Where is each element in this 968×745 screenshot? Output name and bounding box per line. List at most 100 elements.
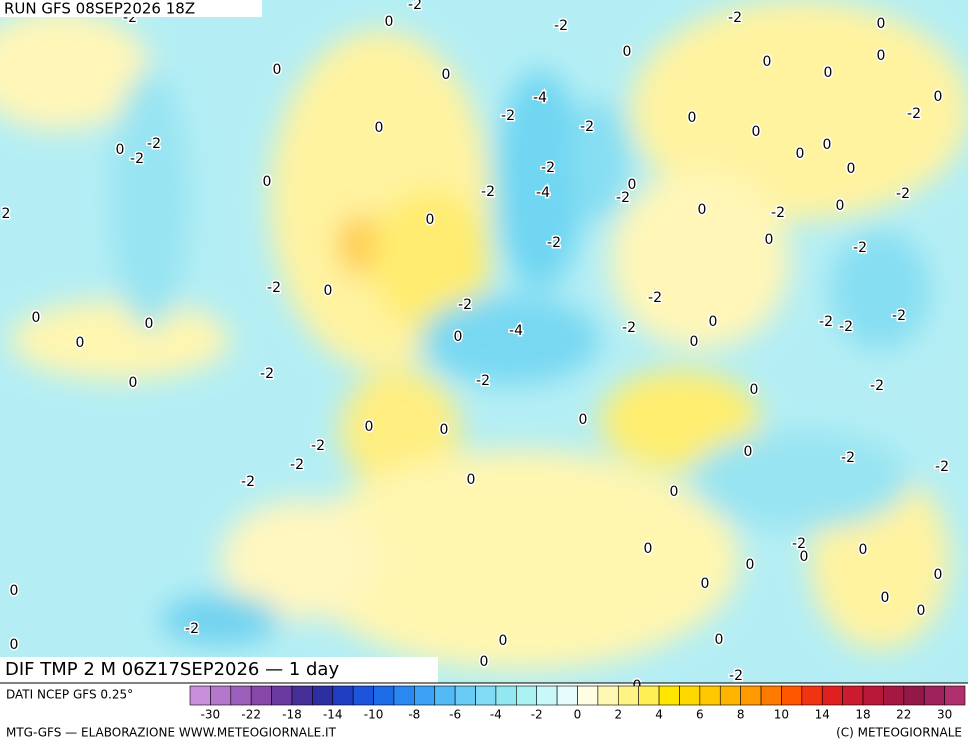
colorbar-tick-label: -2 xyxy=(531,708,543,722)
colorbar-tick-label: 30 xyxy=(937,708,952,722)
contour-label: 0 xyxy=(644,541,653,557)
colorbar-tick-label: 10 xyxy=(774,708,789,722)
contour-label: -4 xyxy=(509,323,523,339)
contour-label: 0 xyxy=(698,202,707,218)
colorbar-swatch xyxy=(210,685,232,706)
colorbar-tick-label: 8 xyxy=(737,708,745,722)
contour-label: 0 xyxy=(375,120,384,136)
contour-label: 0 xyxy=(688,110,697,126)
colorbar-swatch xyxy=(414,685,436,706)
contour-label: 0 xyxy=(715,632,724,648)
contour-labels: -2 0 -2 -2 -2 0 0 0 0 0 0 0 -4 -2 -2 0 0 -2 0 0 0 0 -2 0 -2 -2 0 0 -… xyxy=(0,0,950,696)
colorbar-swatch xyxy=(719,685,741,706)
contour-label: 0 xyxy=(934,89,943,105)
map-title: DIF TMP 2 M 06Z17SEP2026 — 1 day xyxy=(5,659,339,680)
contour-label: 0 xyxy=(796,146,805,162)
contour-label: -2 xyxy=(728,10,742,26)
colorbar-swatch xyxy=(332,685,354,706)
contour-label: 0 xyxy=(709,314,718,330)
contour-label: -2 xyxy=(476,373,490,389)
colorbar-swatch xyxy=(516,685,538,706)
map xyxy=(0,0,968,683)
contour-label: -2 xyxy=(267,280,281,296)
colorbar-tick-label: -30 xyxy=(201,708,221,722)
contour-label: -2 xyxy=(839,319,853,335)
field xyxy=(0,0,968,670)
colorbar-swatch xyxy=(291,685,313,706)
colorbar-swatch xyxy=(760,685,782,706)
contour-label: -2 xyxy=(841,450,855,466)
contour-label: -2 xyxy=(541,160,555,176)
contour-label: -2 xyxy=(501,108,515,124)
colorbar-tick-label: 14 xyxy=(815,708,830,722)
contour-label: 0 xyxy=(324,283,333,299)
colorbar-swatch xyxy=(536,685,558,706)
contour-label: -2 xyxy=(311,438,325,454)
contour-label: -2 xyxy=(290,457,304,473)
contour-label: 0 xyxy=(385,14,394,30)
contour-label: -2 xyxy=(729,668,743,684)
contour-label: 0 xyxy=(263,174,272,190)
contour-label: 0 xyxy=(877,16,886,32)
contour-label: 0 xyxy=(116,142,125,158)
contour-label: -2 xyxy=(771,205,785,221)
contour-label: -4 xyxy=(536,185,550,201)
contour-label: -2 xyxy=(896,186,910,202)
contour-label: -2 xyxy=(481,184,495,200)
contour-label: 0 xyxy=(76,335,85,351)
contour-label: 0 xyxy=(701,576,710,592)
contour-label: 0 xyxy=(579,412,588,428)
contour-label: 0 xyxy=(934,567,943,583)
contour-label: 0 xyxy=(670,484,679,500)
contour-label: -2 xyxy=(819,314,833,330)
contour-label: 0 xyxy=(32,310,41,326)
header-box xyxy=(0,0,262,17)
colorbar-tick-label: -10 xyxy=(364,708,384,722)
contour-label: -2 xyxy=(241,474,255,490)
colorbar-tick-label: -6 xyxy=(449,708,461,722)
contour-label: 0 xyxy=(750,382,759,398)
colorbar: -30 -22 -18 -14 -10 -8 -6 -4 -2 0 2 4 6 8 10 14 18 22 30 xyxy=(189,685,966,722)
colorbar-swatch xyxy=(454,685,476,706)
contour-label: 2 xyxy=(2,206,11,222)
contour-label: 0 xyxy=(800,549,809,565)
footer-left: MTG-GFS — ELABORAZIONE WWW.METEOGIORNALE… xyxy=(6,726,337,740)
contour-label: 0 xyxy=(877,48,886,64)
contour-label: 0 xyxy=(847,161,856,177)
contour-label: -2 xyxy=(622,320,636,336)
contour-label: -2 xyxy=(458,297,472,313)
contour-label: 0 xyxy=(10,637,19,653)
contour-label: 0 xyxy=(628,177,637,193)
contour-label: 0 xyxy=(690,334,699,350)
colorbar-swatch xyxy=(250,685,272,706)
colorbar-tick-label: -22 xyxy=(241,708,261,722)
contour-label: 0 xyxy=(10,583,19,599)
colorbar-swatch xyxy=(434,685,456,706)
colorbar-swatch xyxy=(617,685,639,706)
colorbar-swatch xyxy=(862,685,884,706)
contour-label: -2 xyxy=(935,459,949,475)
contour-label: -2 xyxy=(147,136,161,152)
colorbar-swatch xyxy=(944,685,966,706)
colorbar-swatch xyxy=(271,685,293,706)
colorbar-swatch xyxy=(393,685,415,706)
colorbar-tick-label: 4 xyxy=(655,708,663,722)
contour-label: 0 xyxy=(442,67,451,83)
contour-label: 0 xyxy=(365,419,374,435)
contour-label: 0 xyxy=(765,232,774,248)
contour-label: 0 xyxy=(744,444,753,460)
colorbar-tick-label: 22 xyxy=(896,708,911,722)
contour-label: -4 xyxy=(533,90,547,106)
colorbar-swatch xyxy=(903,685,925,706)
title-box xyxy=(0,657,438,683)
colorbar-swatch xyxy=(679,685,701,706)
colorbar-swatch xyxy=(842,685,864,706)
colorbar-swatch xyxy=(495,685,517,706)
contour-label: 0 xyxy=(273,62,282,78)
colorbar-tick-label: -18 xyxy=(282,708,302,722)
contour-label: 0 xyxy=(129,375,138,391)
contour-label: 0 xyxy=(467,472,476,488)
contour-label: 0 xyxy=(881,590,890,606)
colorbar-swatch xyxy=(781,685,803,706)
contour-label: 0 xyxy=(823,137,832,153)
